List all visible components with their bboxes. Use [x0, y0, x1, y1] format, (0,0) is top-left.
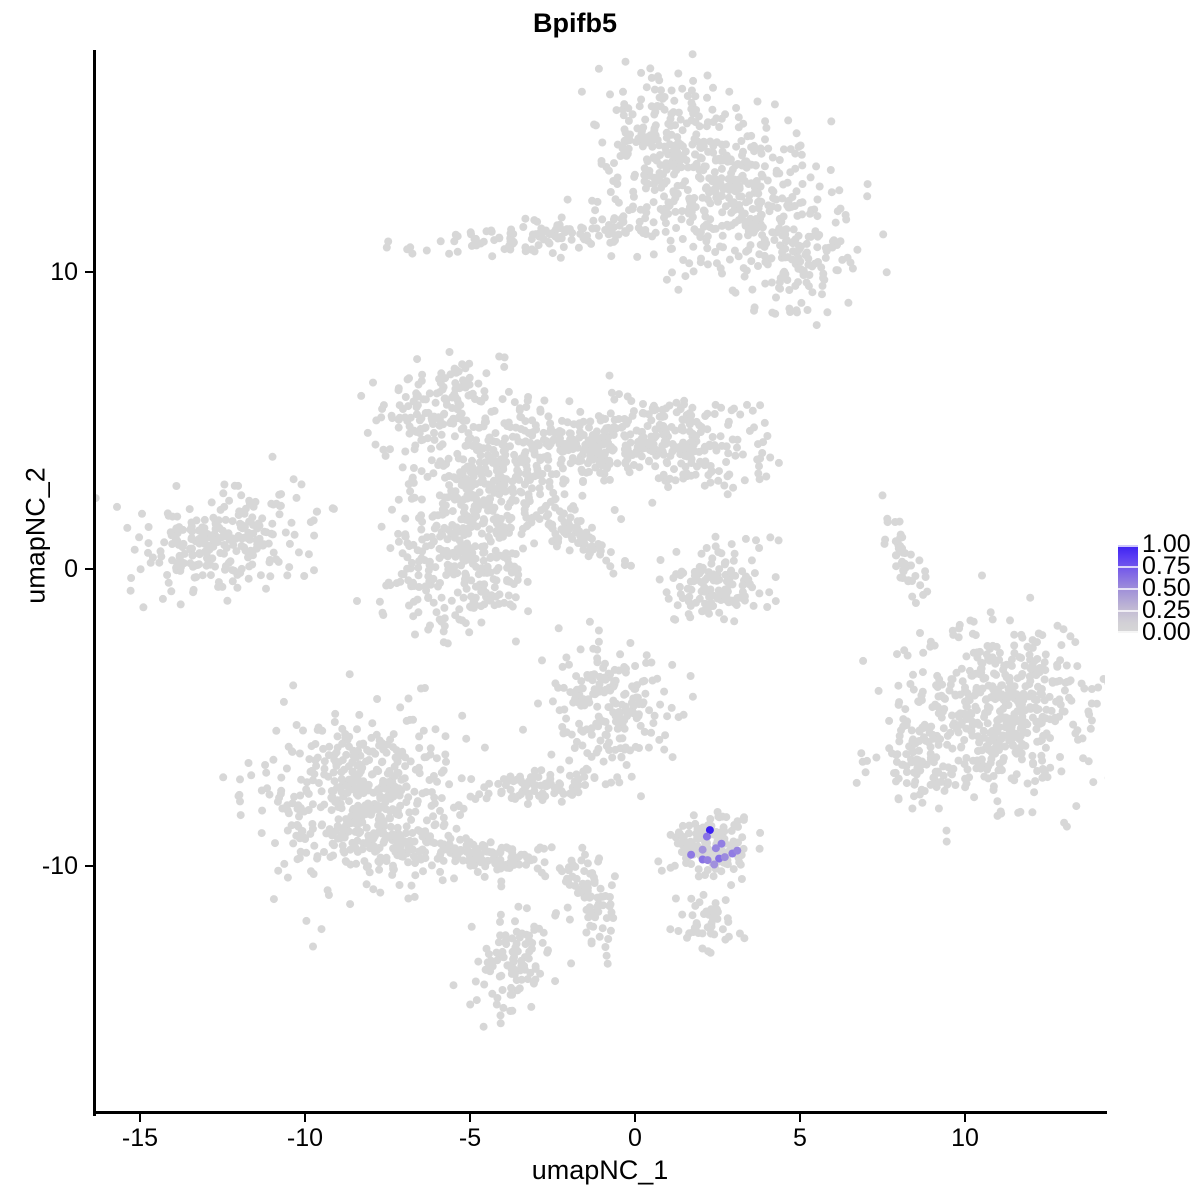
y-tick-mark [85, 568, 94, 570]
x-tick-label: 10 [951, 1124, 979, 1152]
colorbar-tick-label: 0.50 [1142, 574, 1191, 602]
y-axis-line [93, 50, 96, 1116]
colorbar-tick-label: 0.75 [1142, 552, 1191, 580]
color-legend: 1.00 0.75 0.50 0.25 0.00 [1116, 532, 1200, 645]
colorbar-labels: 1.00 0.75 0.50 0.25 0.00 [1142, 532, 1200, 645]
colorbar-tick [1118, 631, 1138, 633]
colorbar-tick [1118, 566, 1138, 568]
x-tick-label: 0 [628, 1124, 642, 1152]
x-axis-label: umapNC_1 [531, 1155, 669, 1185]
y-tick-mark [85, 271, 94, 273]
x-tick-mark [799, 1113, 801, 1122]
y-tick-label: 10 [50, 258, 78, 286]
x-tick-mark [964, 1113, 966, 1122]
x-tick-label: -10 [286, 1124, 324, 1152]
y-axis-label: umapNC_2 [20, 467, 51, 604]
colorbar-tick-label: 1.00 [1142, 530, 1191, 558]
x-tick-label: 5 [793, 1124, 807, 1152]
plot-panel [95, 50, 1105, 1113]
x-tick-mark [634, 1113, 636, 1122]
colorbar-tick [1118, 610, 1138, 612]
y-tick-label: -10 [41, 852, 78, 880]
colorbar-tick-label: 0.25 [1142, 596, 1191, 624]
colorbar-tickmarks [1118, 545, 1138, 633]
y-tick-label: 0 [64, 555, 78, 583]
x-tick-mark [139, 1113, 141, 1122]
colorbar-tick [1118, 588, 1138, 590]
y-tick-mark [85, 865, 94, 867]
x-axis-line [93, 1111, 1107, 1114]
x-tick-label: -5 [458, 1124, 482, 1152]
scatter-canvas [95, 50, 1105, 1031]
x-tick-mark [469, 1113, 471, 1122]
page-title: Bpifb5 [533, 8, 617, 38]
colorbar-tick [1118, 545, 1138, 547]
colorbar-tick-label: 0.00 [1142, 618, 1191, 646]
x-tick-mark [304, 1113, 306, 1122]
x-tick-label: -15 [121, 1124, 159, 1152]
